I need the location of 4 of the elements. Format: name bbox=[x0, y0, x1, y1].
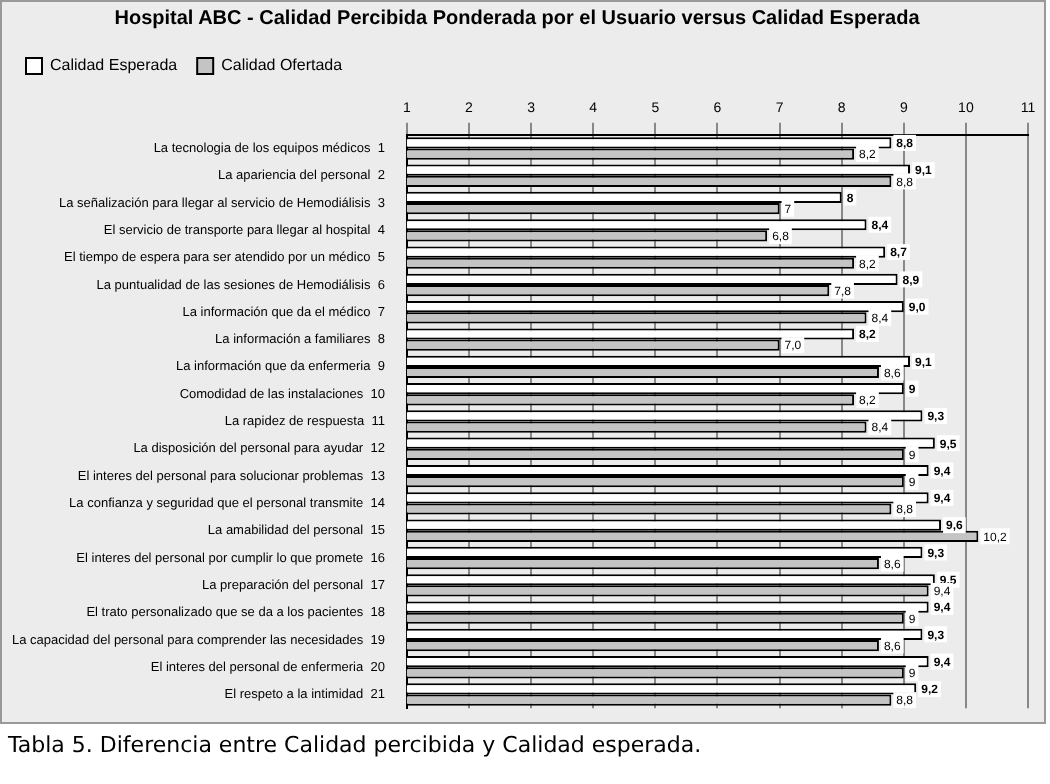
text: Tabla 5. Diferencia entre Calidad percibida y Calidad esperada. bbox=[8, 732, 704, 758]
legend-label: Calidad Ofertada bbox=[221, 56, 344, 75]
chart-title: Hospital ABC - Calidad Percibida Ponderada por el Usuario versus Calidad Esperada bbox=[114, 7, 921, 30]
legend-label: Calidad Esperada bbox=[50, 56, 179, 75]
